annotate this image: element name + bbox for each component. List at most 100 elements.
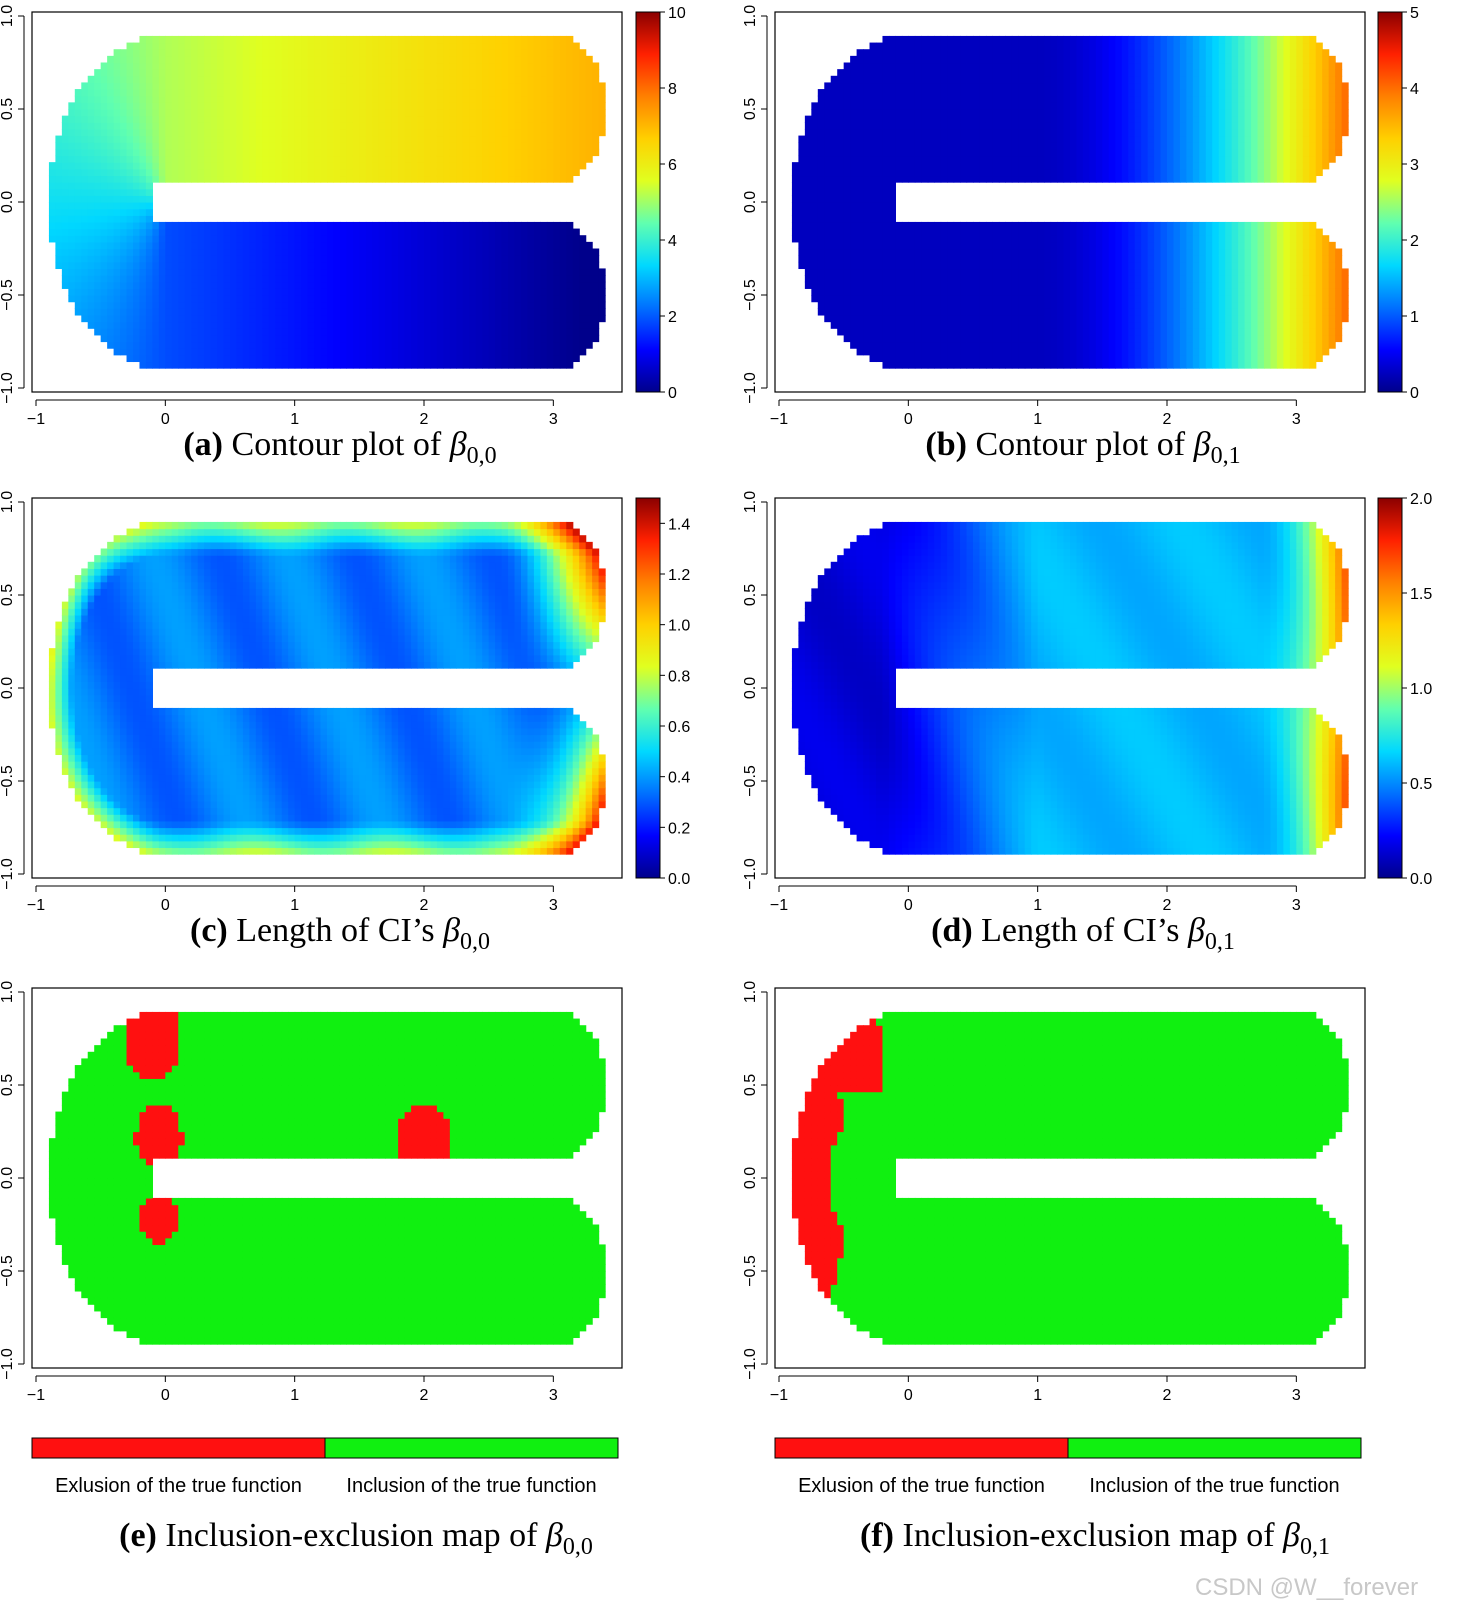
heatmap-cell — [954, 361, 961, 368]
heatmap-cell — [566, 76, 573, 83]
heatmap-cell — [159, 282, 166, 289]
heatmap-cell — [430, 308, 437, 315]
heatmap-cell — [579, 49, 586, 56]
heatmap-cell — [114, 302, 121, 309]
heatmap-cell — [288, 295, 295, 302]
heatmap-cell — [55, 162, 62, 169]
heatmap-cell — [941, 348, 948, 355]
heatmap-cell — [592, 315, 599, 322]
heatmap-cell — [443, 322, 450, 329]
heatmap-cell — [437, 222, 444, 229]
heatmap-cell — [392, 328, 399, 335]
heatmap-cell — [88, 195, 95, 202]
heatmap-cell — [850, 122, 857, 129]
heatmap-cell — [456, 129, 463, 136]
heatmap-cell — [947, 355, 954, 362]
heatmap-cell — [553, 361, 560, 368]
heatmap-cell — [831, 76, 838, 83]
heatmap-cell — [333, 342, 340, 349]
heatmap-cell — [133, 169, 140, 176]
heatmap-cell — [314, 102, 321, 109]
heatmap-cell — [236, 355, 243, 362]
heatmap-cell — [960, 335, 967, 342]
heatmap-cell — [321, 149, 328, 156]
heatmap-cell — [489, 328, 496, 335]
heatmap-cell — [236, 315, 243, 322]
heatmap-cell — [340, 262, 347, 269]
heatmap-cell — [353, 361, 360, 368]
heatmap-cell — [101, 69, 108, 76]
heatmap-cell — [398, 322, 405, 329]
heatmap-cell — [870, 242, 877, 249]
heatmap-cell — [372, 89, 379, 96]
heatmap-cell — [249, 175, 256, 182]
heatmap-cell — [133, 342, 140, 349]
heatmap-cell — [573, 49, 580, 56]
heatmap-cell — [379, 36, 386, 43]
heatmap-cell — [534, 275, 541, 282]
heatmap-cell — [508, 262, 515, 269]
heatmap-cell — [992, 63, 999, 70]
heatmap-cell — [198, 235, 205, 242]
heatmap-cell — [941, 162, 948, 169]
heatmap-cell — [540, 49, 547, 56]
heatmap-cell — [456, 136, 463, 143]
heatmap-cell — [224, 56, 231, 63]
heatmap-cell — [857, 342, 864, 349]
heatmap-cell — [379, 342, 386, 349]
heatmap-cell — [262, 109, 269, 116]
heatmap-cell — [411, 56, 418, 63]
heatmap-cell — [824, 242, 831, 249]
heatmap-cell — [198, 122, 205, 129]
heatmap-cell — [876, 348, 883, 355]
heatmap-cell — [159, 315, 166, 322]
heatmap-cell — [359, 109, 366, 116]
heatmap-cell — [553, 268, 560, 275]
heatmap-cell — [178, 69, 185, 76]
heatmap-cell — [450, 36, 457, 43]
heatmap-cell — [198, 136, 205, 143]
heatmap-cell — [392, 222, 399, 229]
heatmap-cell — [418, 43, 425, 50]
heatmap-cell — [824, 129, 831, 136]
heatmap-cell — [178, 262, 185, 269]
heatmap-cell — [211, 142, 218, 149]
heatmap-cell — [553, 82, 560, 89]
colorbar-tick-label: 10 — [668, 5, 686, 22]
heatmap-cell — [592, 96, 599, 103]
heatmap-cell — [224, 136, 231, 143]
heatmap-cell — [385, 255, 392, 262]
heatmap-cell — [534, 142, 541, 149]
heatmap-cell — [152, 335, 159, 342]
heatmap-cell — [88, 288, 95, 295]
heatmap-cell — [443, 156, 450, 163]
heatmap-cell — [333, 102, 340, 109]
heatmap-cell — [437, 49, 444, 56]
heatmap-cell — [224, 63, 231, 70]
heatmap-cell — [902, 308, 909, 315]
heatmap-cell — [321, 335, 328, 342]
heatmap-cell — [979, 175, 986, 182]
heatmap-cell — [198, 308, 205, 315]
heatmap-cell — [921, 82, 928, 89]
heatmap-cell — [94, 229, 101, 236]
heatmap-cell — [127, 235, 134, 242]
heatmap-cell — [792, 169, 799, 176]
heatmap-cell — [553, 156, 560, 163]
heatmap-cell — [418, 175, 425, 182]
heatmap-cell — [366, 156, 373, 163]
heatmap-cell — [798, 149, 805, 156]
heatmap-cell — [889, 255, 896, 262]
heatmap-cell — [954, 116, 961, 123]
heatmap-cell — [973, 76, 980, 83]
heatmap-cell — [527, 109, 534, 116]
heatmap-cell — [288, 169, 295, 176]
heatmap-cell — [236, 149, 243, 156]
heatmap-cell — [521, 282, 528, 289]
heatmap-cell — [211, 49, 218, 56]
heatmap-cell — [921, 229, 928, 236]
heatmap-cell — [159, 222, 166, 229]
heatmap-cell — [152, 242, 159, 249]
heatmap-cell — [818, 295, 825, 302]
heatmap-cell — [230, 102, 237, 109]
